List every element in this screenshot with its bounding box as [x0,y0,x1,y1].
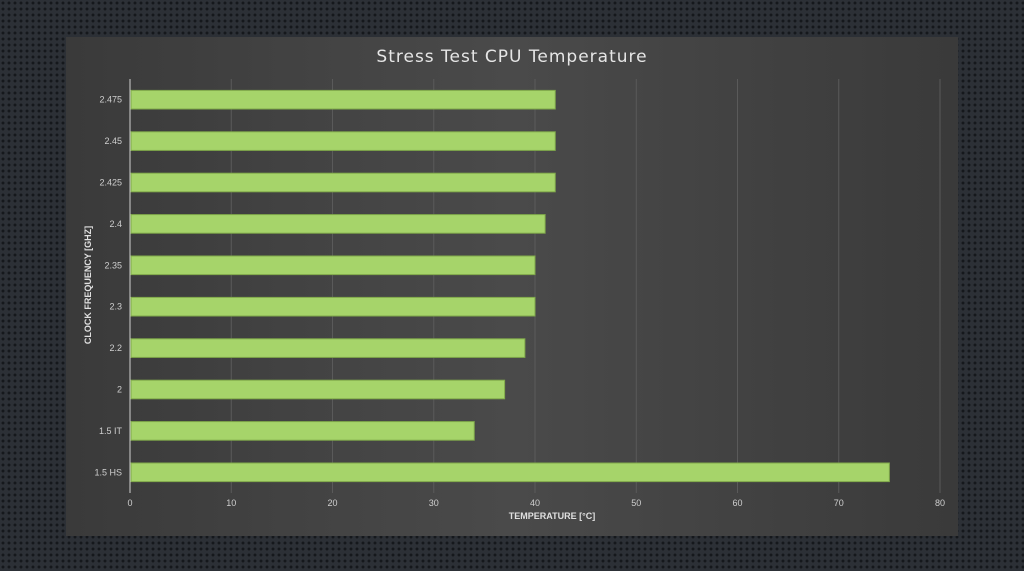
bar [130,338,526,358]
bar [130,89,556,110]
chart-title: Stress Test CPU Temperature [376,47,648,67]
y-tick-label: 2 [117,385,122,395]
y-tick-label: 2.475 [99,95,122,105]
x-tick-label: 30 [429,498,439,508]
y-tick-label: 1.5 IT [99,426,123,436]
x-tick-label: 10 [226,498,236,508]
bar [130,296,536,317]
x-axis-label: TEMPERATURE [°C] [508,511,596,521]
x-tick-label: 80 [935,498,945,508]
x-tick-label: 40 [530,498,540,508]
x-tick-label: 20 [327,498,337,508]
x-tick-label: 60 [732,498,742,508]
x-tick-label: 50 [631,498,641,508]
bar [130,172,556,193]
x-tick-label: 70 [834,498,844,508]
y-tick-label: 2.2 [109,343,122,353]
y-axis-label: CLOCK FREQUENCY [GHZ] [83,225,93,345]
bar [130,462,890,483]
y-tick-label: 2.3 [109,302,122,312]
bar [130,379,506,400]
y-tick-label: 1.5 HS [94,467,122,477]
bar [130,421,475,441]
y-tick-label: 2.425 [99,178,122,188]
y-tick-label: 2.35 [104,260,122,270]
bar [130,131,556,151]
bar [130,255,536,276]
y-tick-label: 2.45 [104,136,122,146]
y-tick-label: 2.4 [109,219,122,229]
bar [130,214,546,234]
x-tick-label: 0 [127,498,132,508]
bar-chart: 0 10 20 30 40 50 60 70 80 2.475 2.45 2.425 2.4 2.35 2.… [94,79,945,508]
chart-panel: Stress Test CPU Temperature 0 10 20 30 40 50 6… [66,37,958,536]
